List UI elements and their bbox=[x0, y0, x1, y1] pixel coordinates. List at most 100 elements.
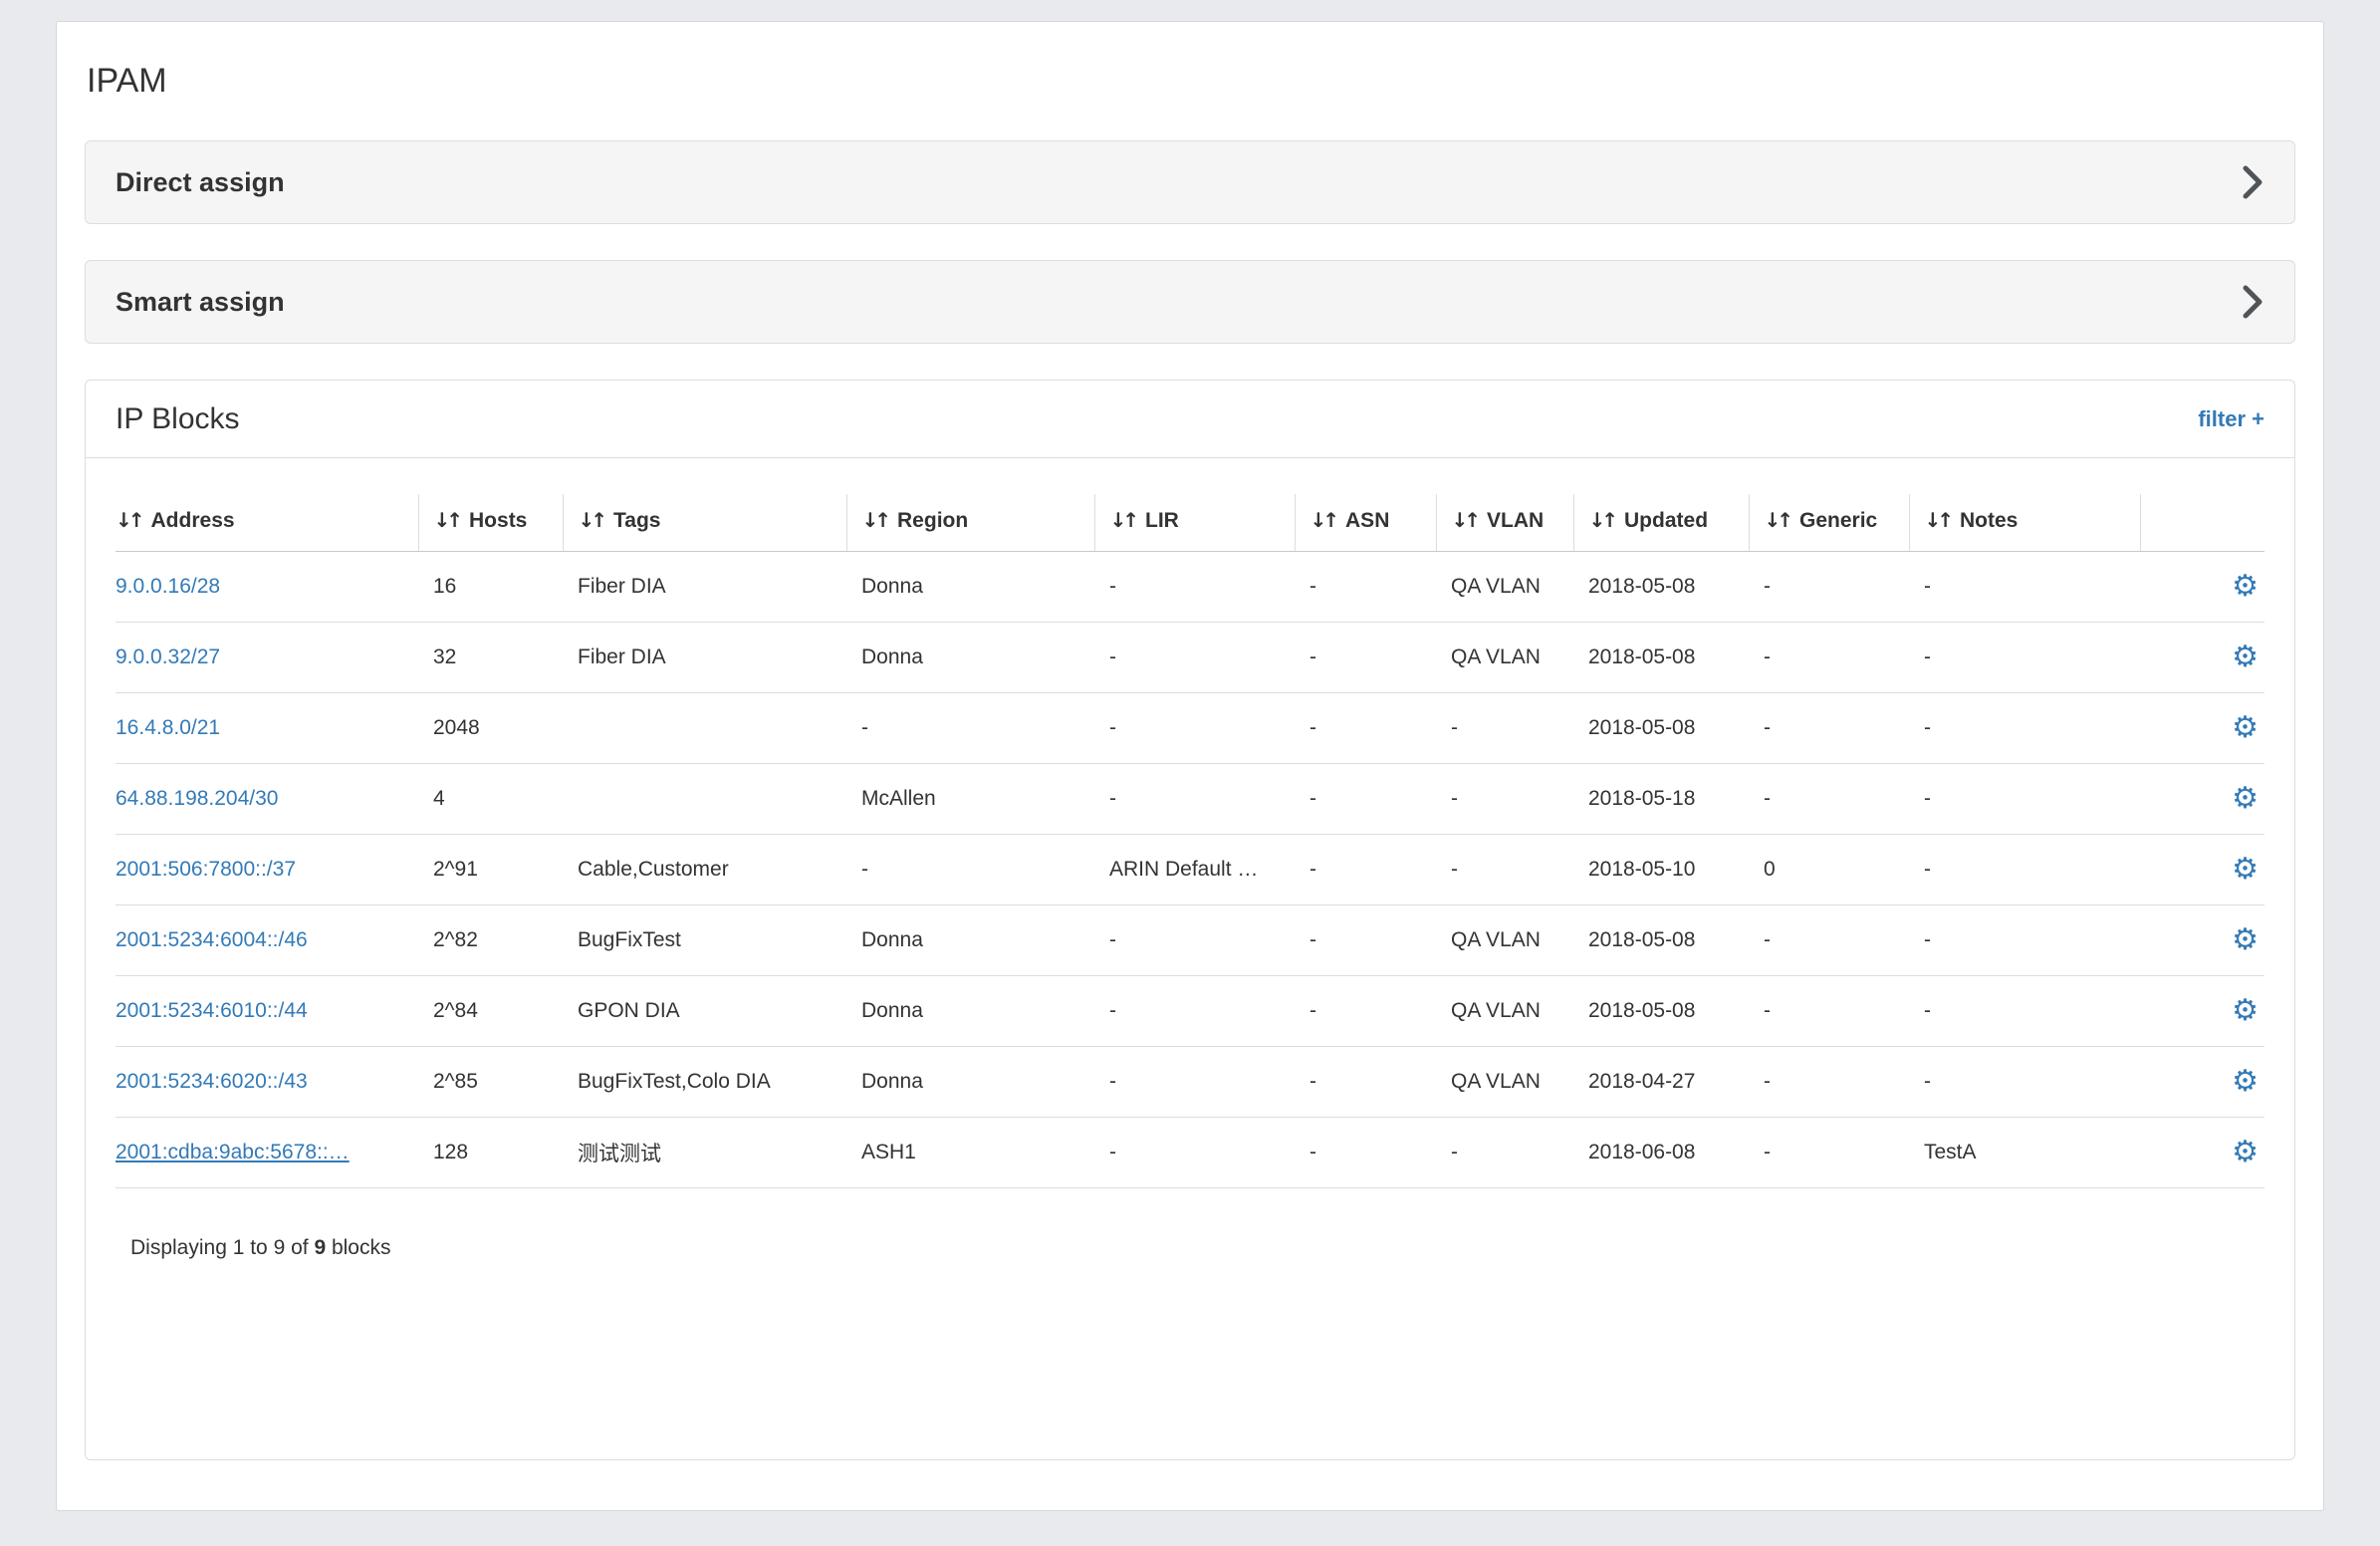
table-row: 9.0.0.32/27 32 Fiber DIA Donna - - QA VLAN 2018… bbox=[116, 622, 2264, 693]
cell-lir: - bbox=[1109, 645, 1116, 668]
cell-generic: - bbox=[1764, 1070, 1771, 1093]
ip-blocks-table-body: 9.0.0.16/28 16 Fiber DIA Donna - - QA VLAN 2018… bbox=[116, 551, 2264, 1188]
cell-lir: - bbox=[1109, 928, 1116, 951]
gear-icon[interactable]: ⚙ bbox=[2232, 1135, 2259, 1169]
column-header-region[interactable]: ↓↑ Region bbox=[845, 494, 1094, 552]
cell-notes: - bbox=[1924, 858, 1931, 881]
ip-block-link[interactable]: 2001:5234:6004::/46 bbox=[116, 928, 308, 951]
column-header-tags[interactable]: ↓↑ Tags bbox=[562, 494, 846, 552]
ip-block-link[interactable]: 2001:506:7800::/37 bbox=[116, 858, 297, 881]
table-row: 2001:5234:6010::/44 2^84 GPON DIA Donna - - QA… bbox=[116, 975, 2264, 1047]
summary-prefix: Displaying 1 to 9 of bbox=[130, 1236, 315, 1259]
cell-updated: 2018-05-10 bbox=[1588, 858, 1696, 881]
cell-generic: - bbox=[1764, 787, 1771, 810]
cell-lir: - bbox=[1109, 1141, 1116, 1163]
cell-updated: 2018-05-08 bbox=[1588, 716, 1696, 739]
cell-notes: - bbox=[1924, 787, 1931, 810]
cell-region: - bbox=[861, 716, 868, 739]
column-label: ASN bbox=[1345, 509, 1390, 532]
gear-icon[interactable]: ⚙ bbox=[2232, 1064, 2259, 1099]
chevron-right-icon bbox=[2241, 164, 2264, 200]
sort-icon: ↓↑ bbox=[1451, 508, 1481, 532]
cell-vlan: QA VLAN bbox=[1451, 999, 1541, 1022]
ip-blocks-title: IP Blocks bbox=[116, 401, 240, 435]
cell-region: Donna bbox=[861, 999, 923, 1022]
sort-icon: ↓↑ bbox=[433, 508, 463, 532]
column-header-lir[interactable]: ↓↑ LIR bbox=[1093, 494, 1295, 552]
cell-updated: 2018-05-18 bbox=[1588, 787, 1696, 810]
cell-tags: GPON DIA bbox=[578, 999, 680, 1022]
sort-icon: ↓↑ bbox=[1764, 508, 1793, 532]
ip-block-link[interactable]: 2001:5234:6010::/44 bbox=[116, 999, 308, 1022]
cell-notes: - bbox=[1924, 999, 1931, 1022]
column-header-asn[interactable]: ↓↑ ASN bbox=[1294, 494, 1436, 552]
gear-icon[interactable]: ⚙ bbox=[2232, 569, 2259, 604]
cell-tags: BugFixTest,Colo DIA bbox=[578, 1070, 771, 1093]
ip-block-link[interactable]: 64.88.198.204/30 bbox=[116, 787, 279, 810]
sort-icon: ↓↑ bbox=[1588, 508, 1618, 532]
summary-suffix: blocks bbox=[326, 1236, 391, 1259]
cell-actions: ⚙ bbox=[2140, 1047, 2264, 1118]
sort-icon: ↓↑ bbox=[1109, 508, 1139, 532]
cell-asn: - bbox=[1309, 928, 1316, 951]
gear-icon[interactable]: ⚙ bbox=[2232, 710, 2259, 745]
column-header-generic[interactable]: ↓↑ Generic bbox=[1748, 494, 1909, 552]
cell-address: 2001:506:7800::/37 bbox=[116, 835, 418, 905]
cell-vlan: - bbox=[1451, 716, 1458, 739]
cell-generic: 0 bbox=[1764, 858, 1776, 881]
cell-asn: - bbox=[1309, 999, 1316, 1022]
column-header-updated[interactable]: ↓↑ Updated bbox=[1572, 494, 1749, 552]
ip-block-link[interactable]: 2001:5234:6020::/43 bbox=[116, 1070, 308, 1093]
column-label: Address bbox=[150, 509, 235, 532]
column-label: LIR bbox=[1145, 509, 1179, 532]
cell-actions: ⚙ bbox=[2140, 552, 2264, 623]
sort-icon: ↓↑ bbox=[116, 508, 144, 532]
ip-block-link[interactable]: 16.4.8.0/21 bbox=[116, 716, 221, 739]
ip-block-link[interactable]: 9.0.0.16/28 bbox=[116, 575, 221, 598]
column-label: Generic bbox=[1799, 509, 1878, 532]
cell-tags: Fiber DIA bbox=[578, 645, 666, 668]
gear-icon[interactable]: ⚙ bbox=[2232, 640, 2259, 674]
cell-notes: - bbox=[1924, 645, 1931, 668]
cell-updated: 2018-05-08 bbox=[1588, 645, 1696, 668]
cell-generic: - bbox=[1764, 645, 1771, 668]
cell-address: 64.88.198.204/30 bbox=[116, 764, 418, 835]
column-header-address[interactable]: ↓↑ Address bbox=[116, 494, 418, 552]
column-header-vlan[interactable]: ↓↑ VLAN bbox=[1435, 494, 1573, 552]
column-header-notes[interactable]: ↓↑ Notes bbox=[1908, 494, 2140, 552]
table-row: 16.4.8.0/21 2048 - - - - 2018-05-08 - - ⚙ bbox=[116, 692, 2264, 764]
cell-asn: - bbox=[1309, 1070, 1316, 1093]
gear-icon[interactable]: ⚙ bbox=[2232, 852, 2259, 887]
cell-address: 16.4.8.0/21 bbox=[116, 693, 418, 764]
cell-hosts: 2^85 bbox=[433, 1070, 478, 1093]
direct-assign-panel[interactable]: Direct assign bbox=[85, 140, 2295, 224]
cell-notes: - bbox=[1924, 928, 1931, 951]
filter-toggle-link[interactable]: filter + bbox=[2198, 405, 2264, 431]
cell-region: Donna bbox=[861, 928, 923, 951]
cell-notes: TestA bbox=[1924, 1141, 1977, 1163]
column-label: Notes bbox=[1960, 509, 2019, 532]
smart-assign-panel[interactable]: Smart assign bbox=[85, 260, 2295, 344]
cell-actions: ⚙ bbox=[2140, 976, 2264, 1047]
cell-vlan: QA VLAN bbox=[1451, 645, 1541, 668]
ip-block-link[interactable]: 2001:cdba:9abc:5678::… bbox=[116, 1141, 350, 1163]
cell-region: Donna bbox=[861, 1070, 923, 1093]
cell-vlan: QA VLAN bbox=[1451, 928, 1541, 951]
table-row: 64.88.198.204/30 4 McAllen - - - 2018-05-18 - - ⚙ bbox=[116, 763, 2264, 835]
gear-icon[interactable]: ⚙ bbox=[2232, 993, 2259, 1028]
column-header-hosts[interactable]: ↓↑ Hosts bbox=[417, 494, 563, 552]
ip-block-link[interactable]: 9.0.0.32/27 bbox=[116, 645, 221, 668]
column-label: Region bbox=[897, 509, 969, 532]
ip-blocks-header: IP Blocks filter + bbox=[86, 381, 2294, 458]
ipam-card: IPAM Direct assign Smart assign IP Block… bbox=[56, 21, 2324, 1511]
cell-actions: ⚙ bbox=[2140, 1118, 2264, 1188]
cell-lir: - bbox=[1109, 716, 1116, 739]
cell-region: - bbox=[861, 858, 868, 881]
block-count: 9 bbox=[314, 1236, 327, 1259]
cell-notes: - bbox=[1924, 575, 1931, 598]
gear-icon[interactable]: ⚙ bbox=[2232, 781, 2259, 816]
ip-blocks-table: ↓↑ Address ↓↑ Hosts ↓↑ Tags ↓↑ Region ↓↑ LIR ↓↑ ASN… bbox=[116, 494, 2264, 1188]
cell-updated: 2018-05-08 bbox=[1588, 928, 1696, 951]
cell-vlan: QA VLAN bbox=[1451, 575, 1541, 598]
gear-icon[interactable]: ⚙ bbox=[2232, 922, 2259, 957]
